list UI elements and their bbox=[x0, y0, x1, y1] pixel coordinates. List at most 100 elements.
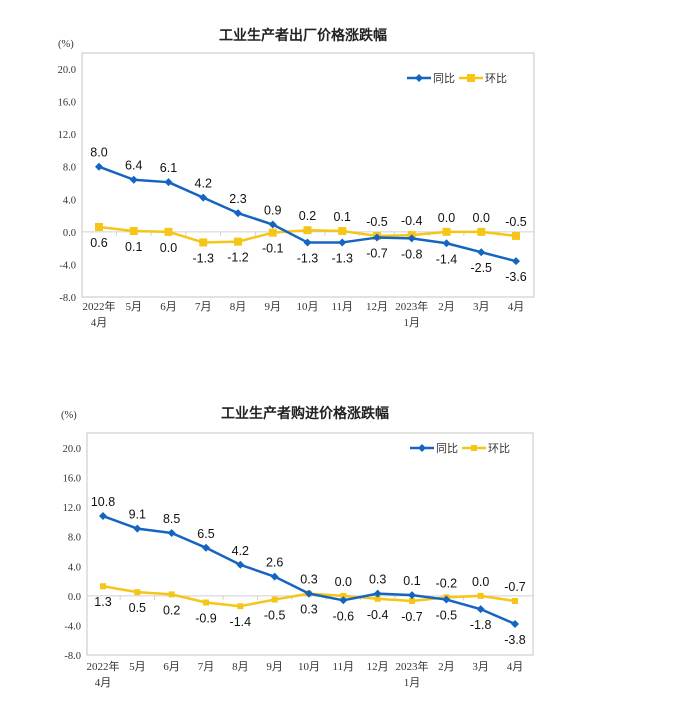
data-point bbox=[95, 222, 103, 231]
y-tick-label: 12.0 bbox=[63, 503, 81, 514]
data-point bbox=[512, 598, 518, 605]
data-label: -0.2 bbox=[436, 576, 458, 590]
data-label: 8.0 bbox=[90, 146, 107, 160]
x-tick-label: 11月 bbox=[331, 301, 353, 313]
data-point bbox=[408, 591, 416, 600]
y-axis-unit: (%) bbox=[61, 410, 77, 421]
y-tick-label: -4.0 bbox=[59, 260, 76, 271]
x-tick-label: 12月 bbox=[366, 301, 388, 313]
data-label: -1.2 bbox=[227, 251, 249, 265]
y-tick-label: 8.0 bbox=[63, 163, 76, 174]
data-point bbox=[100, 583, 106, 590]
x-tick-label: 12月 bbox=[367, 661, 389, 673]
x-tick-label: 2月 bbox=[438, 301, 455, 313]
y-tick-label: 0.0 bbox=[63, 228, 76, 239]
x-tick-label: 8月 bbox=[232, 661, 249, 673]
legend-marker bbox=[418, 444, 426, 452]
data-label: -0.5 bbox=[505, 215, 527, 229]
data-label: 0.9 bbox=[264, 204, 281, 218]
data-label: -1.3 bbox=[331, 251, 353, 265]
data-point bbox=[511, 619, 519, 628]
data-label: -0.9 bbox=[195, 612, 217, 626]
x-tick-label: 1月 bbox=[404, 317, 421, 329]
x-tick-label: 6月 bbox=[163, 661, 180, 673]
data-point bbox=[134, 589, 141, 596]
x-tick-label: 9月 bbox=[266, 661, 283, 673]
y-tick-label: -8.0 bbox=[59, 293, 76, 304]
data-label: -0.7 bbox=[366, 247, 388, 261]
data-label: 6.5 bbox=[197, 527, 214, 541]
data-label: 1.3 bbox=[94, 595, 111, 609]
y-tick-label: 20.0 bbox=[63, 444, 81, 455]
y-tick-label: 8.0 bbox=[68, 533, 81, 544]
data-point bbox=[339, 596, 348, 605]
data-label: 4.2 bbox=[232, 544, 249, 558]
data-label: -3.8 bbox=[504, 633, 526, 647]
data-point bbox=[164, 227, 173, 236]
y-tick-label: 4.0 bbox=[68, 562, 81, 573]
data-point bbox=[237, 603, 244, 610]
x-tick-label: 2022年 bbox=[87, 659, 120, 673]
data-label: 0.3 bbox=[300, 603, 317, 617]
y-tick-label: 16.0 bbox=[63, 474, 81, 485]
data-label: -0.7 bbox=[504, 580, 526, 594]
data-point bbox=[99, 512, 107, 521]
data-label: 0.0 bbox=[473, 211, 490, 225]
x-tick-label: 4月 bbox=[508, 301, 525, 313]
data-point bbox=[442, 227, 451, 236]
data-point bbox=[373, 233, 381, 242]
data-point bbox=[407, 234, 416, 243]
chart-2: 工业生产者购进价格涨跌幅 (%) 20.0 16.0 12.0 8.0 4.0 0.0 -4.0… bbox=[61, 405, 534, 689]
data-label: 0.1 bbox=[334, 210, 351, 224]
data-label: 0.3 bbox=[300, 573, 317, 587]
data-label: 0.5 bbox=[129, 601, 146, 615]
data-point bbox=[374, 595, 381, 602]
x-tick-label: 2023年 bbox=[395, 299, 428, 313]
legend-label: 环比 bbox=[488, 442, 510, 455]
x-tick-label: 11月 bbox=[333, 661, 355, 673]
x-tick-label: 10月 bbox=[297, 301, 319, 313]
data-label: -0.8 bbox=[401, 247, 423, 261]
y-tick-label: 0.0 bbox=[68, 592, 81, 603]
legend-marker bbox=[471, 445, 477, 451]
data-point bbox=[512, 257, 520, 266]
data-label: 8.5 bbox=[163, 512, 180, 526]
data-point bbox=[305, 589, 313, 598]
x-tick-label: 4月 bbox=[91, 317, 108, 329]
data-label: 0.1 bbox=[125, 240, 142, 254]
x-tick-label: 1月 bbox=[404, 677, 421, 689]
data-point bbox=[95, 162, 103, 171]
data-label: 0.1 bbox=[403, 574, 420, 588]
x-tick-label: 3月 bbox=[472, 661, 489, 673]
data-point bbox=[202, 543, 210, 552]
data-point bbox=[303, 238, 312, 247]
data-point bbox=[409, 598, 415, 605]
data-label: -0.5 bbox=[264, 609, 286, 623]
x-tick-label: 2022年 bbox=[83, 299, 116, 313]
data-point bbox=[477, 248, 486, 257]
data-label: -0.1 bbox=[262, 242, 284, 256]
y-tick-label: 4.0 bbox=[63, 195, 76, 206]
data-label: -1.4 bbox=[436, 252, 458, 266]
data-point bbox=[340, 592, 347, 599]
data-point bbox=[234, 237, 242, 246]
legend-label: 同比 bbox=[433, 72, 455, 85]
data-label: 0.0 bbox=[438, 211, 455, 225]
chart-title: 工业生产者购进价格涨跌幅 bbox=[221, 405, 389, 422]
data-point bbox=[199, 238, 208, 247]
data-point bbox=[234, 209, 242, 218]
x-tick-label: 5月 bbox=[129, 661, 146, 673]
data-point bbox=[270, 572, 279, 581]
x-tick-label: 7月 bbox=[198, 661, 215, 673]
plot-border bbox=[86, 432, 534, 656]
x-tick-label: 2月 bbox=[438, 661, 455, 673]
y-axis-unit: (%) bbox=[58, 39, 74, 50]
data-label: 9.1 bbox=[129, 508, 146, 522]
x-tick-label: 9月 bbox=[265, 301, 282, 313]
x-tick-label: 3月 bbox=[473, 301, 490, 313]
data-point bbox=[133, 524, 142, 533]
data-label: -1.8 bbox=[470, 618, 492, 632]
data-point bbox=[303, 226, 312, 235]
data-point bbox=[271, 596, 278, 603]
legend-marker bbox=[467, 74, 475, 82]
